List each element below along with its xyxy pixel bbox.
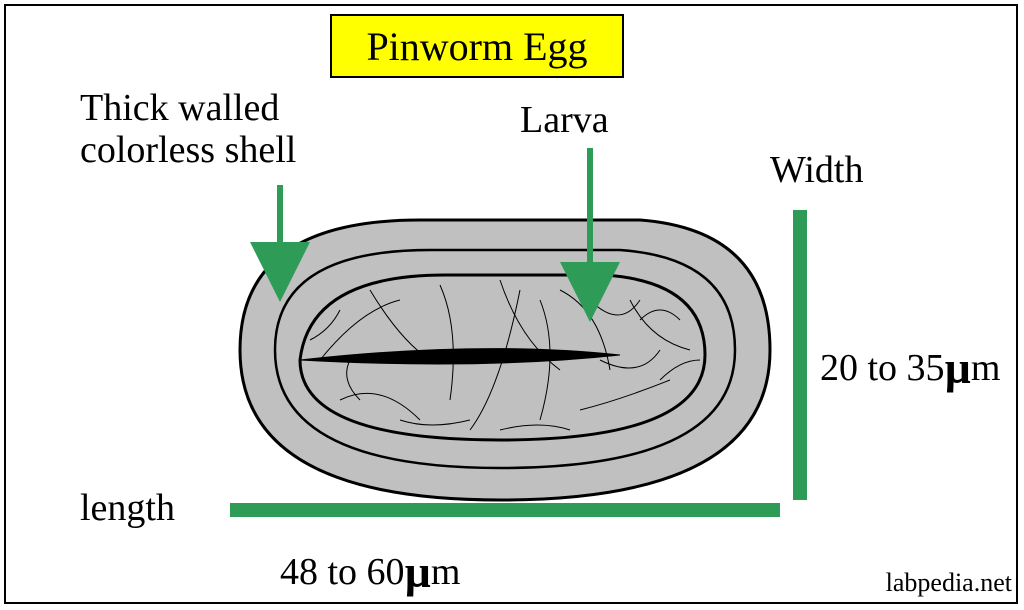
diagram-svg: [0, 0, 1024, 610]
egg-drawing: [240, 220, 770, 500]
